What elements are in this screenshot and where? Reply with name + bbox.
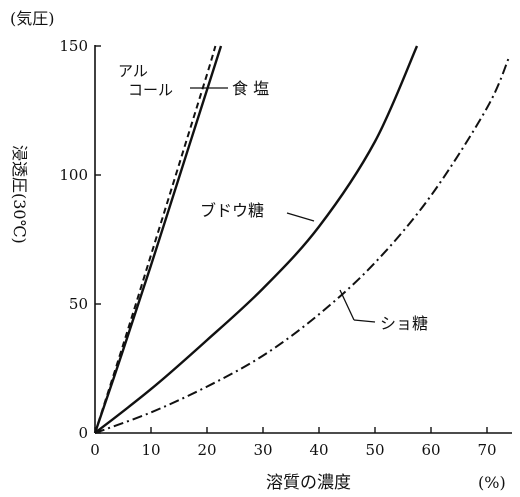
glucose-leader-line: [286, 212, 315, 222]
salt-label: 食 塩: [232, 79, 269, 98]
y-axis-title: 浸透圧(30℃): [10, 145, 29, 244]
y-tick-label: 0: [78, 424, 88, 442]
x-ticks: 0 10 20 30 40 50 60 70: [90, 427, 497, 459]
alcohol-label-line1: アル: [118, 62, 148, 80]
x-tick-label: 20: [197, 441, 216, 459]
x-tick-label: 50: [365, 441, 384, 459]
y-tick-label: 50: [69, 295, 88, 313]
alcohol-label-line2: コール: [128, 81, 173, 99]
salt-series-line: [93, 45, 223, 434]
y-ticks: 0 50 100 150: [59, 37, 101, 442]
sucrose-label: ショ糖: [380, 314, 428, 333]
x-tick-label: 10: [141, 441, 160, 459]
x-tick-label: 0: [90, 441, 100, 459]
x-tick-label: 60: [421, 441, 440, 459]
y-unit-label: (気圧): [10, 9, 55, 28]
sucrose-leader-line: [339, 289, 355, 321]
x-tick-label: 70: [477, 441, 496, 459]
glucose-label: ブドウ糖: [200, 201, 264, 220]
y-tick-label: 100: [59, 166, 88, 184]
x-axis-title: 溶質の濃度: [266, 473, 351, 493]
series-layer: [93, 45, 511, 434]
x-unit-label: (%): [478, 473, 506, 492]
x-tick-label: 40: [309, 441, 328, 459]
y-tick-label: 150: [59, 37, 88, 55]
sucrose-leader-line-2: [353, 319, 376, 323]
x-tick-label: 30: [253, 441, 272, 459]
glucose-series-line: [94, 45, 419, 434]
alcohol-series-line: [94, 45, 217, 434]
sucrose-series-line: [94, 55, 511, 434]
